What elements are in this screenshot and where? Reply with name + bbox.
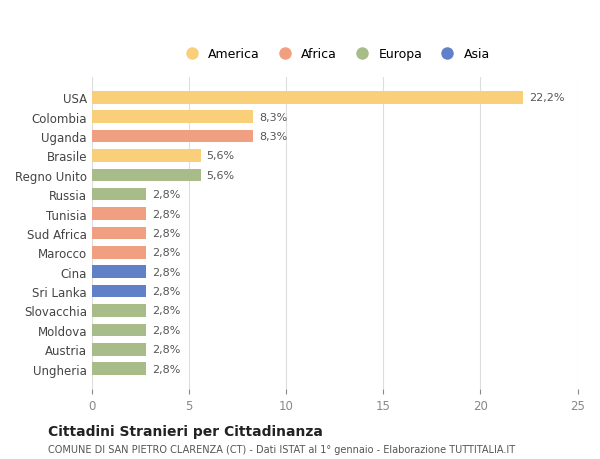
Text: 8,3%: 8,3% xyxy=(259,112,287,123)
Bar xyxy=(92,324,146,336)
Bar xyxy=(92,208,146,220)
Text: 2,8%: 2,8% xyxy=(152,344,181,354)
Text: 8,3%: 8,3% xyxy=(259,132,287,142)
Text: 2,8%: 2,8% xyxy=(152,364,181,374)
Bar xyxy=(92,111,253,123)
Bar xyxy=(92,363,146,375)
Bar xyxy=(92,285,146,298)
Bar xyxy=(92,266,146,279)
Bar xyxy=(92,343,146,356)
Text: 2,8%: 2,8% xyxy=(152,286,181,297)
Text: 5,6%: 5,6% xyxy=(206,170,235,180)
Legend: America, Africa, Europa, Asia: America, Africa, Europa, Asia xyxy=(175,43,495,66)
Text: 2,8%: 2,8% xyxy=(152,325,181,335)
Text: 2,8%: 2,8% xyxy=(152,306,181,316)
Text: 2,8%: 2,8% xyxy=(152,209,181,219)
Bar xyxy=(92,169,200,182)
Text: 2,8%: 2,8% xyxy=(152,267,181,277)
Bar xyxy=(92,246,146,259)
Text: 2,8%: 2,8% xyxy=(152,248,181,258)
Text: Cittadini Stranieri per Cittadinanza: Cittadini Stranieri per Cittadinanza xyxy=(48,425,323,438)
Bar xyxy=(92,150,200,162)
Text: 2,8%: 2,8% xyxy=(152,229,181,238)
Bar xyxy=(92,227,146,240)
Text: 22,2%: 22,2% xyxy=(529,93,565,103)
Bar xyxy=(92,189,146,201)
Bar xyxy=(92,92,523,104)
Text: 2,8%: 2,8% xyxy=(152,190,181,200)
Bar xyxy=(92,304,146,317)
Bar xyxy=(92,130,253,143)
Text: 5,6%: 5,6% xyxy=(206,151,235,161)
Text: COMUNE DI SAN PIETRO CLARENZA (CT) - Dati ISTAT al 1° gennaio - Elaborazione TUT: COMUNE DI SAN PIETRO CLARENZA (CT) - Dat… xyxy=(48,444,515,454)
